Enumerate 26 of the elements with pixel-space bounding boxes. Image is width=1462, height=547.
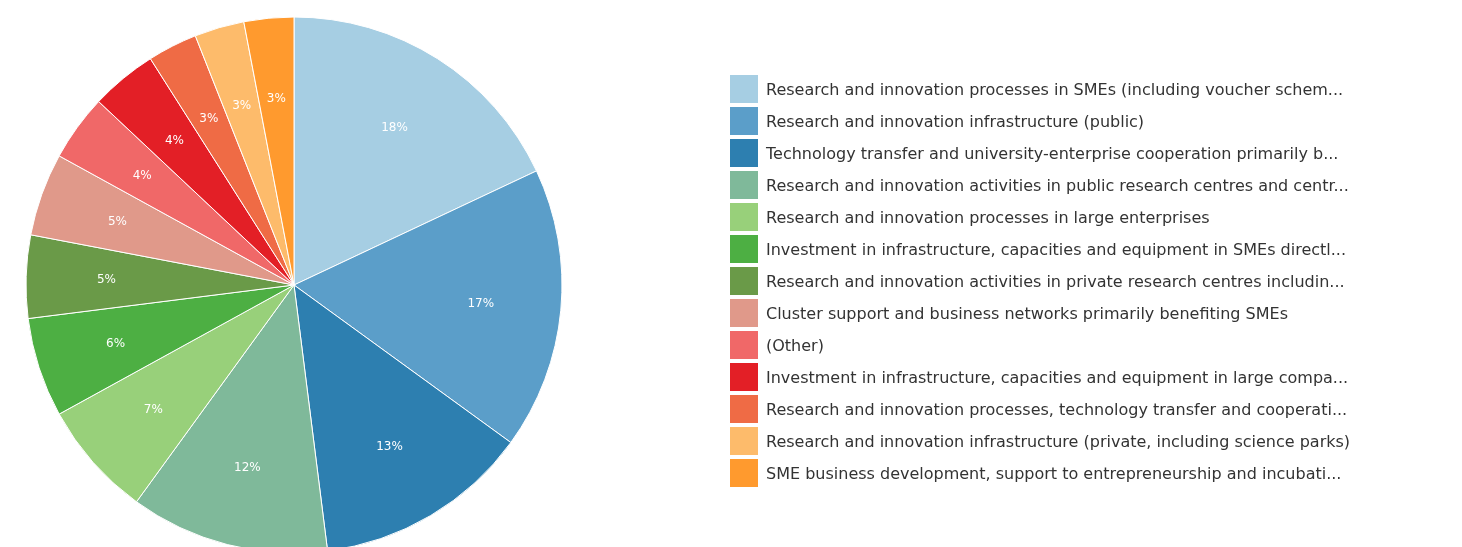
legend-label: SME business development, support to entrepreneurship and incubati... (766, 463, 1342, 483)
data-label: 18% (381, 119, 408, 134)
data-label: 4% (164, 133, 184, 148)
legend-label: Investment in infrastructure, capacities and equipment in SMEs directl... (766, 239, 1347, 259)
data-label: 3% (266, 91, 286, 106)
data-label: 7% (143, 402, 163, 417)
legend-label: (Other) (766, 335, 824, 355)
data-label: 12% (234, 459, 261, 474)
data-label: 4% (132, 167, 152, 182)
legend-label: Research and innovation processes in large enterprises (766, 207, 1210, 227)
legend-label: Research and innovation activities in private research centres includin... (766, 271, 1345, 291)
legend-label: Research and innovation infrastructure (private, including science parks) (766, 431, 1351, 451)
legend-label: Cluster support and business networks primarily benefiting SMEs (766, 303, 1288, 323)
data-label: 17% (467, 295, 495, 310)
data-label: 5% (96, 272, 117, 287)
data-label: 3% (199, 110, 219, 125)
data-label: 6% (106, 335, 126, 350)
legend-label: Investment in infrastructure, capacities and equipment in large compa... (766, 367, 1349, 387)
legend-label: Research and innovation processes in SMEs (including voucher schem... (766, 79, 1344, 99)
legend-label: Research and innovation activities in public research centres and centr... (766, 175, 1349, 195)
legend-label: Technology transfer and university-enterprise cooperation primarily b... (766, 143, 1339, 163)
data-label: 13% (376, 439, 403, 454)
legend-label: Research and innovation processes, technology transfer and cooperati... (766, 399, 1348, 419)
legend-label: Research and innovation infrastructure (public) (766, 111, 1145, 131)
data-label: 5% (107, 214, 128, 229)
data-label: 3% (232, 97, 252, 112)
